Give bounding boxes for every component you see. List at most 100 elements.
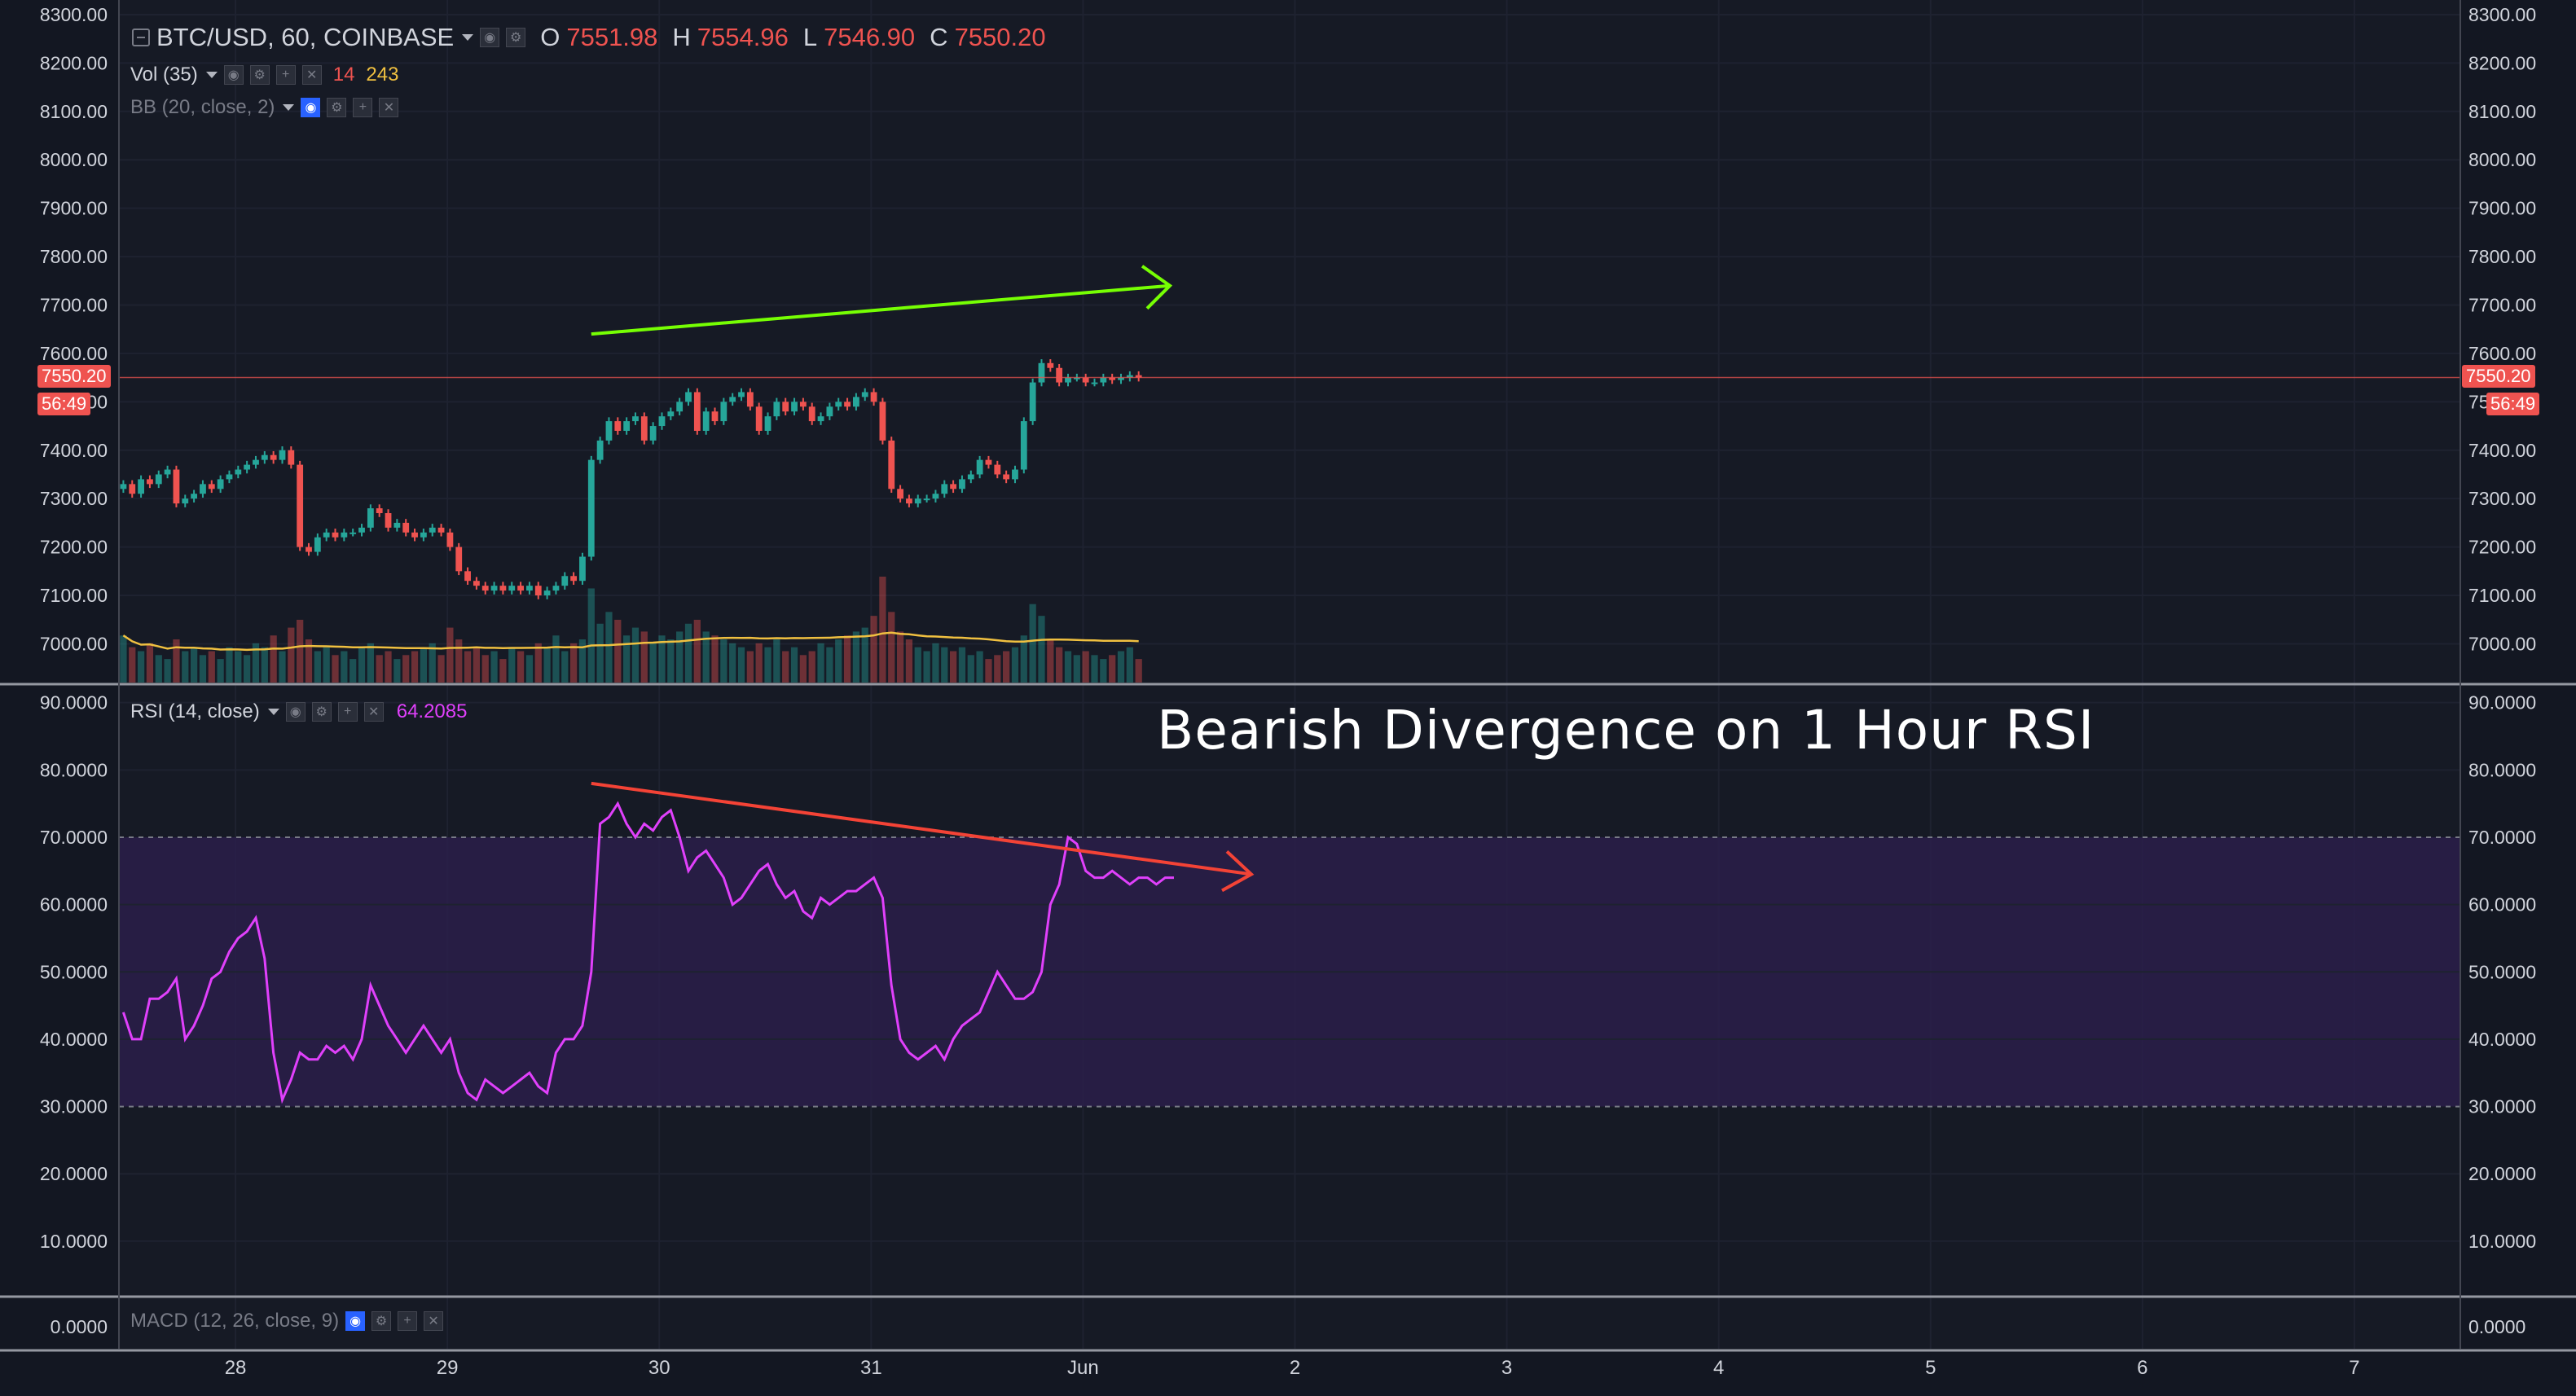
symbol-label[interactable]: BTC/USD, 60, COINBASE	[156, 23, 455, 51]
dropdown-caret-icon[interactable]	[205, 72, 218, 78]
price-trend-line	[591, 283, 1171, 336]
volume-bar	[1064, 651, 1072, 683]
close-icon[interactable]: ✕	[379, 98, 399, 117]
x-tick-label: 31	[860, 1357, 882, 1379]
volume-bar	[967, 655, 974, 683]
candle-body	[332, 532, 339, 538]
y-tick-label-right: 8000.00	[2468, 149, 2536, 170]
volume-bar	[1020, 635, 1027, 683]
volume-bar	[1082, 651, 1089, 683]
volume-bar	[314, 651, 321, 683]
volume-bar	[693, 619, 701, 683]
bb-label[interactable]: BB (20, close, 2)	[130, 96, 275, 118]
volume-bar	[490, 651, 498, 683]
candle-body	[702, 411, 710, 431]
eye-icon[interactable]: ◉	[285, 702, 306, 722]
volume-bar	[455, 639, 463, 683]
candle-body	[649, 426, 657, 441]
dropdown-caret-icon[interactable]	[283, 104, 295, 111]
close-icon[interactable]: ✕	[424, 1311, 444, 1331]
volume-bar	[905, 639, 913, 683]
close-icon[interactable]: ✕	[301, 65, 322, 85]
settings-icon[interactable]: ⚙	[327, 98, 347, 117]
settings-icon[interactable]: ⚙	[249, 65, 270, 85]
dropdown-caret-icon[interactable]	[267, 709, 279, 715]
candle-body	[226, 474, 233, 480]
volume-ma-line	[122, 631, 1139, 652]
volume-bar	[217, 659, 224, 683]
candle-body	[341, 532, 348, 538]
add-icon[interactable]: +	[337, 702, 358, 722]
candle-body	[499, 586, 507, 591]
rsi-trend-arrowhead	[1221, 849, 1255, 893]
volume-legend: Vol (35) ◉ ⚙ + ✕ 14 243	[130, 64, 398, 86]
candle-body	[959, 479, 965, 489]
candle-body	[323, 532, 330, 538]
candle-body	[270, 454, 277, 460]
eye-icon[interactable]: ◉	[301, 98, 321, 117]
candle-body	[420, 532, 427, 538]
macd-label[interactable]: MACD (12, 26, close, 9)	[130, 1310, 340, 1332]
rsi-tick-label-right: 20.0000	[2468, 1163, 2536, 1184]
volume-bar	[852, 631, 860, 683]
volume-value-a: 14	[332, 64, 355, 86]
volume-label[interactable]: Vol (35)	[130, 64, 198, 86]
candle-body	[614, 421, 622, 431]
candle-body	[464, 571, 471, 582]
volume-bar	[879, 577, 886, 683]
candle-body	[393, 522, 401, 528]
candle-body	[667, 411, 675, 417]
candle-body	[729, 397, 736, 402]
y-tick-label-right: 8300.00	[2468, 4, 2536, 25]
add-icon[interactable]: +	[275, 65, 296, 85]
candle-body	[906, 498, 912, 504]
volume-bar	[976, 651, 983, 683]
volume-bar	[826, 647, 833, 683]
volume-bar	[199, 655, 207, 683]
rsi-tick-label-right: 40.0000	[2468, 1029, 2536, 1050]
settings-icon[interactable]: ⚙	[311, 702, 332, 722]
volume-bar	[279, 651, 286, 683]
volume-bar	[1091, 655, 1098, 683]
candle-body	[508, 586, 516, 591]
candle-body	[490, 586, 498, 591]
macd-legend: MACD (12, 26, close, 9) ◉ ⚙ + ✕	[130, 1310, 444, 1332]
candle-body	[446, 532, 454, 547]
volume-bar	[420, 647, 427, 683]
candle-body	[129, 484, 136, 494]
volume-bar	[631, 627, 640, 683]
volume-bar	[737, 647, 745, 683]
rsi-label[interactable]: RSI (14, close)	[130, 700, 260, 722]
eye-icon[interactable]: ◉	[345, 1311, 366, 1331]
candle-body	[579, 556, 586, 582]
candle-body	[367, 508, 374, 528]
volume-bar	[155, 655, 162, 683]
collapse-icon[interactable]	[132, 29, 150, 46]
volume-bar	[684, 623, 692, 683]
eye-icon[interactable]: ◉	[480, 28, 500, 47]
settings-icon[interactable]: ⚙	[506, 28, 526, 47]
volume-bar	[941, 647, 948, 683]
candle-body	[1126, 375, 1133, 378]
candle-body	[1118, 377, 1124, 380]
volume-bar	[190, 647, 198, 683]
volume-bar	[676, 631, 684, 683]
volume-bar	[667, 639, 675, 683]
add-icon[interactable]: +	[353, 98, 373, 117]
y-tick-label-right: 7300.00	[2468, 488, 2536, 509]
plot-background	[119, 0, 2460, 1349]
candle-body	[950, 484, 957, 489]
add-icon[interactable]: +	[398, 1311, 418, 1331]
eye-icon[interactable]: ◉	[223, 65, 244, 85]
divergence-annotation: Bearish Divergence on 1 Hour RSI	[1157, 699, 2095, 762]
close-icon[interactable]: ✕	[363, 702, 384, 722]
settings-icon[interactable]: ⚙	[371, 1311, 392, 1331]
candle-body	[437, 527, 445, 533]
candle-body	[923, 498, 930, 501]
candle-body	[1047, 362, 1054, 368]
candle-body	[1065, 377, 1071, 383]
candle-body	[411, 532, 418, 538]
dropdown-caret-icon[interactable]	[462, 34, 474, 41]
volume-bar	[120, 635, 127, 683]
